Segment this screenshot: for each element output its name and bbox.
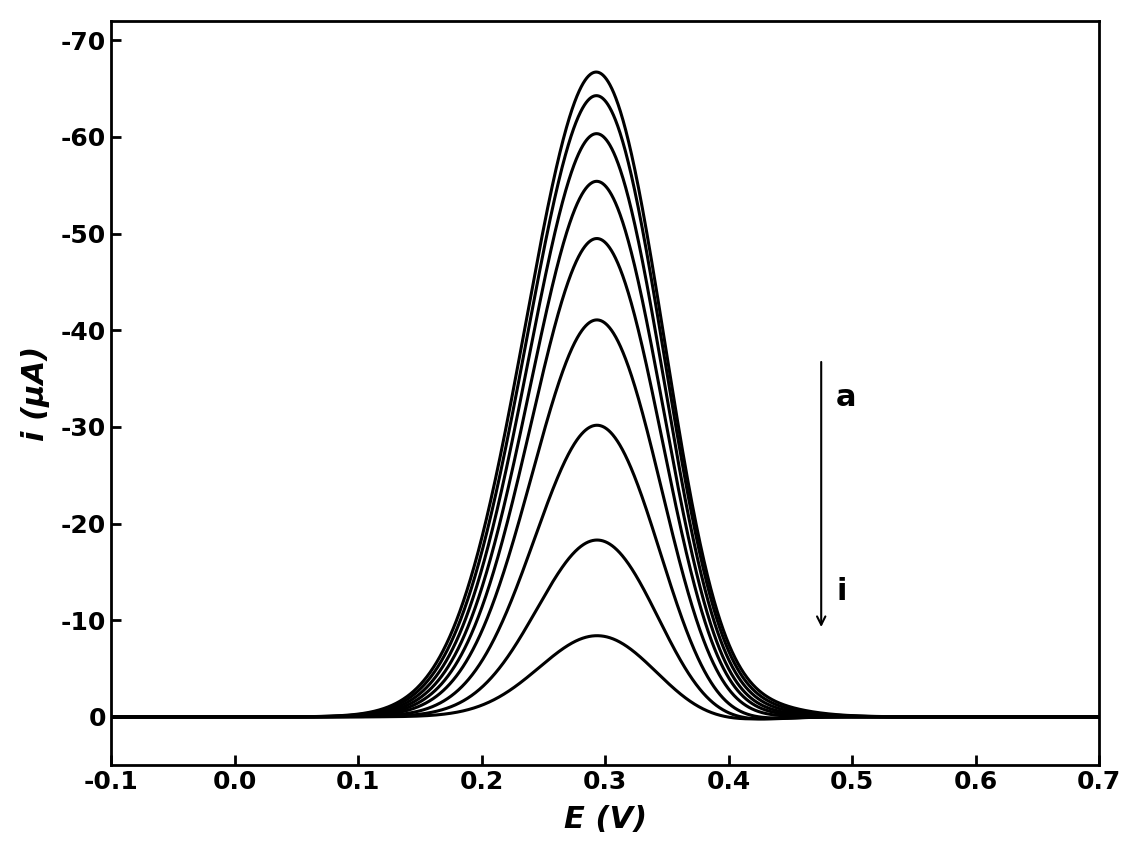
Text: i: i (836, 576, 846, 605)
X-axis label: E (V): E (V) (563, 805, 646, 834)
Y-axis label: i (μA): i (μA) (21, 345, 50, 440)
Text: a: a (836, 383, 856, 412)
